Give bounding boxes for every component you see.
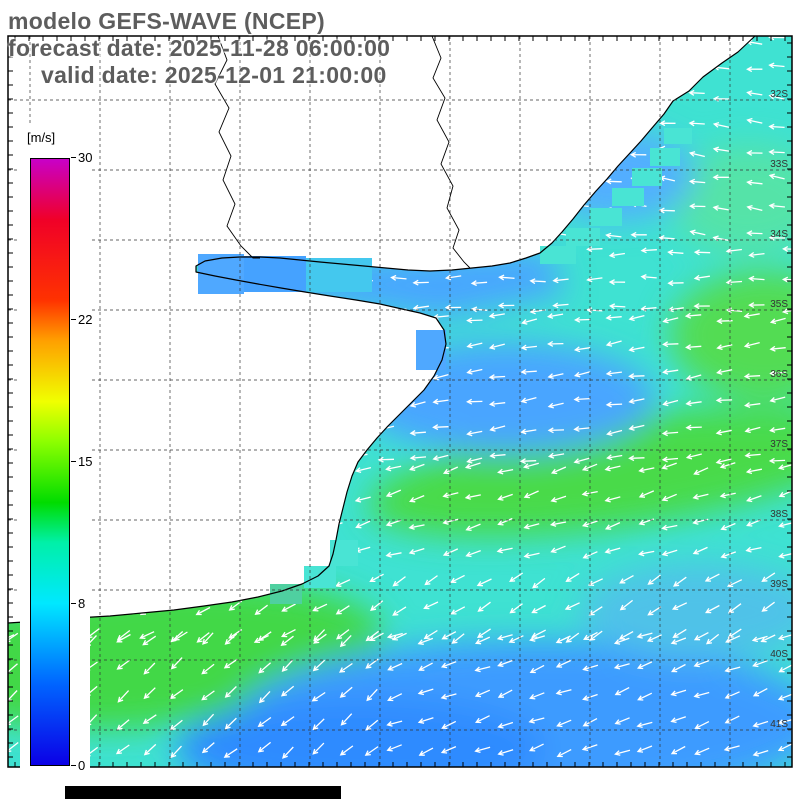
colorbar-tick-labels: 30 22 15 8 0 xyxy=(20,124,92,782)
valid-date-label: valid date: 2025-12-01 21:00:00 xyxy=(41,62,387,88)
colorbar: [m/s] 30 22 15 8 0 xyxy=(20,124,92,782)
model-title: modelo GEFS-WAVE (NCEP) xyxy=(8,8,325,34)
coastline xyxy=(7,35,756,624)
lat-label: 35S xyxy=(770,299,788,310)
colorbar-gradient xyxy=(30,158,70,766)
map-border xyxy=(7,35,793,768)
land-mass xyxy=(8,36,755,623)
graticule xyxy=(8,36,792,767)
lat-label: 33S xyxy=(770,159,788,170)
border-ticks xyxy=(8,36,792,767)
footer-black-bar xyxy=(65,786,341,799)
forecast-date-label: forecast date: 2025-11-28 06:00:00 xyxy=(8,35,391,61)
river-line xyxy=(214,35,260,259)
lat-label: 32S xyxy=(770,89,788,100)
lat-label: 41S xyxy=(770,719,788,730)
lat-label: 39S xyxy=(770,579,788,590)
lat-label: 34S xyxy=(770,229,788,240)
lat-label: 40S xyxy=(770,649,788,660)
lat-label: 37S xyxy=(770,439,788,450)
lat-label: 38S xyxy=(770,509,788,520)
map-titles: modelo GEFS-WAVE (NCEP) forecast date: 2… xyxy=(8,8,390,89)
lat-label: 36S xyxy=(770,369,788,380)
river-line xyxy=(431,35,471,269)
colorbar-unit-label: [m/s] xyxy=(27,130,56,145)
